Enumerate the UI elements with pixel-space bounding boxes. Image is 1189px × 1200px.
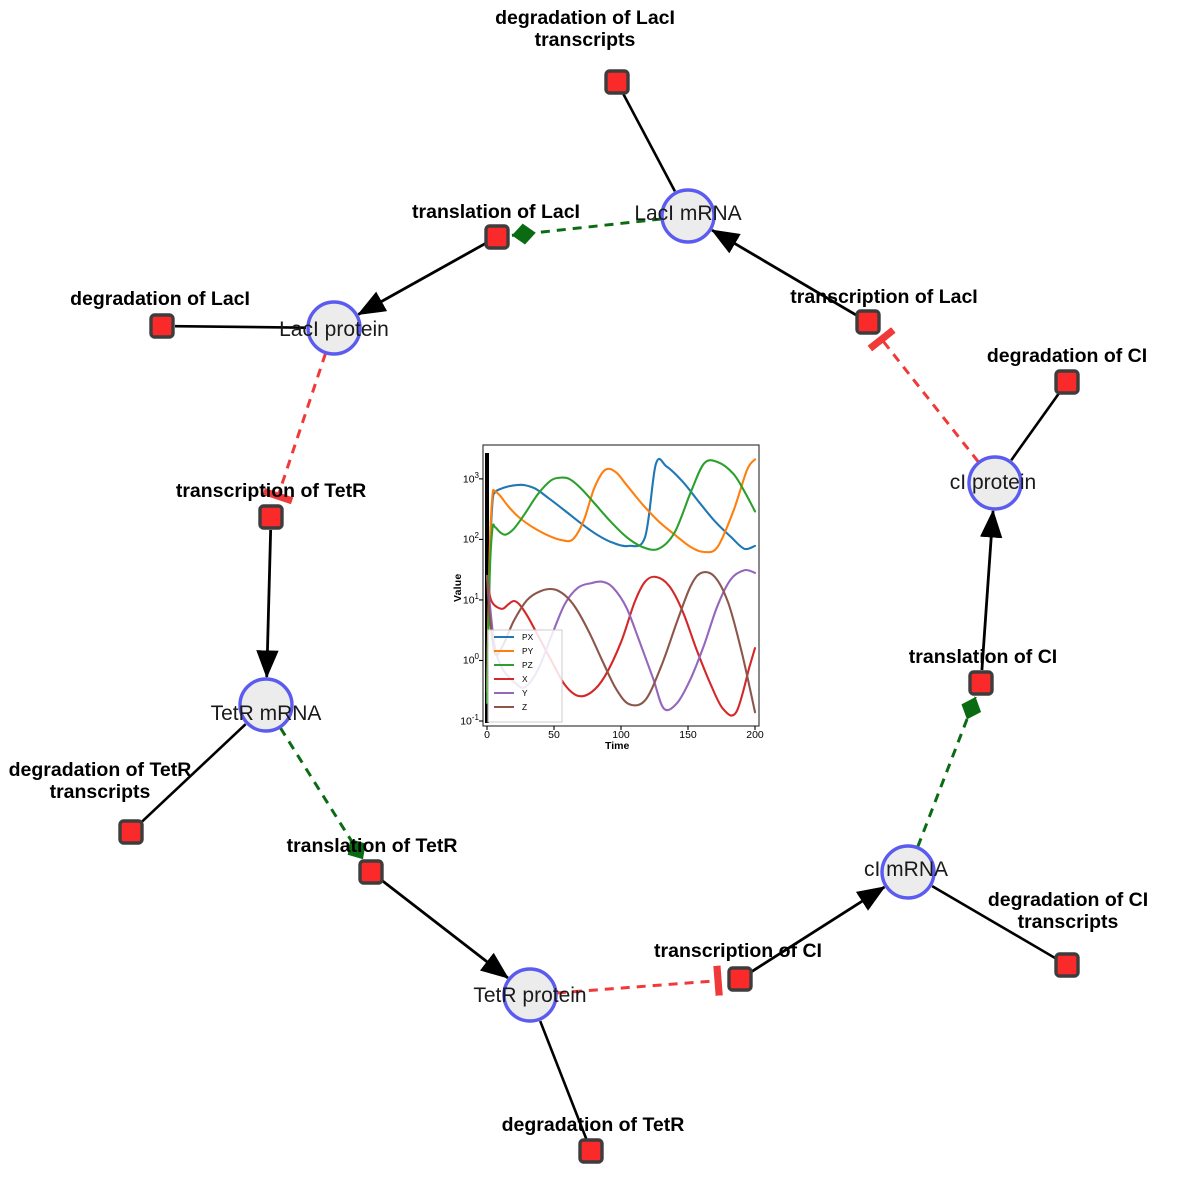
reaction-label-translation_of_laci: translation of LacI bbox=[412, 201, 580, 224]
reaction-label-deg_tetr: degradation of TetR bbox=[501, 1114, 685, 1137]
reaction-node-deg_laci_transcripts[interactable] bbox=[604, 69, 630, 95]
edge-inhibition bbox=[262, 353, 327, 505]
edge-production bbox=[380, 878, 509, 979]
edge-production bbox=[256, 529, 279, 679]
chart-y-tick-label: 103 bbox=[462, 470, 479, 486]
reaction-label-translation_of_ci: translation of CI bbox=[908, 646, 1058, 669]
species-node-ci_protein[interactable] bbox=[967, 455, 1023, 511]
edge-plain bbox=[139, 723, 247, 825]
chart-x-tick-label: 200 bbox=[746, 729, 764, 741]
edge-inhibition bbox=[556, 965, 723, 996]
edge-plain bbox=[931, 885, 1057, 960]
chart-x-tick-label: 150 bbox=[679, 729, 697, 741]
edge-activation bbox=[916, 696, 982, 848]
edges-group bbox=[139, 92, 1061, 1140]
edge-production bbox=[750, 885, 886, 974]
reaction-node-transcription_of_laci[interactable] bbox=[855, 309, 881, 335]
edge-plain bbox=[174, 324, 307, 329]
chart-x-tick-label: 50 bbox=[548, 729, 560, 741]
reaction-label-transcription_of_laci: transcription of LacI bbox=[790, 286, 978, 309]
reaction-label-deg_ci_transcripts: degradation of CI transcripts bbox=[987, 889, 1149, 933]
reaction-node-deg_laci[interactable] bbox=[149, 313, 175, 339]
reaction-node-transcription_of_tetr[interactable] bbox=[258, 504, 284, 530]
legend-label-PY: PY bbox=[522, 646, 534, 656]
reaction-node-translation_of_laci[interactable] bbox=[484, 224, 510, 250]
x-tick-marks bbox=[486, 726, 756, 730]
edge-production bbox=[980, 509, 1003, 671]
chart-series-PX bbox=[485, 457, 757, 694]
chart-y-tick-label: 10-1 bbox=[460, 713, 479, 728]
chart-series-layer bbox=[485, 457, 757, 717]
species-node-laci_protein[interactable] bbox=[306, 300, 362, 356]
chart-x-tick-label: 100 bbox=[612, 729, 630, 741]
legend-label-PX: PX bbox=[522, 632, 534, 642]
chart-series-PY bbox=[485, 458, 757, 694]
y-tick-marks bbox=[479, 478, 483, 722]
reaction-label-deg_laci_transcripts: degradation of LacI transcripts bbox=[495, 7, 675, 51]
legend-label-X: X bbox=[522, 674, 528, 684]
legend-label-PZ: PZ bbox=[522, 660, 533, 670]
chart-series-Z bbox=[485, 571, 757, 714]
chart-series-PZ bbox=[485, 459, 757, 704]
legend-label-Y: Y bbox=[522, 688, 528, 698]
chart-plot-svg: PX PY PZ XYZ bbox=[479, 444, 760, 730]
reaction-node-transcription_of_ci[interactable] bbox=[727, 966, 753, 992]
edge-plain bbox=[1010, 391, 1061, 461]
reaction-node-translation_of_ci[interactable] bbox=[968, 670, 994, 696]
chart-x-tick-label: 0 bbox=[484, 729, 490, 741]
species-node-laci_mrna[interactable] bbox=[660, 188, 716, 244]
reaction-node-deg_tetr[interactable] bbox=[578, 1138, 604, 1164]
legend-label-Z: Z bbox=[522, 702, 527, 712]
species-node-tetr_protein[interactable] bbox=[502, 967, 558, 1023]
reaction-label-deg_laci: degradation of LacI bbox=[70, 288, 250, 311]
reaction-node-deg_tetr_transcripts[interactable] bbox=[118, 819, 144, 845]
reaction-label-deg_tetr_transcripts: degradation of TetR transcripts bbox=[8, 759, 192, 803]
edge-production bbox=[357, 242, 487, 316]
edge-plain bbox=[621, 92, 677, 192]
reaction-node-deg_ci[interactable] bbox=[1054, 369, 1080, 395]
edge-activation bbox=[279, 727, 366, 861]
chart-y-tick-label: 102 bbox=[462, 531, 479, 546]
chart-y-tick-label: 100 bbox=[462, 652, 479, 667]
nodes-group bbox=[118, 69, 1080, 1164]
edge-production bbox=[710, 229, 858, 317]
edge-inhibition bbox=[867, 327, 980, 463]
chart-legend-layer: PX PY PZ XYZ bbox=[494, 632, 534, 712]
reaction-label-translation_of_tetr: translation of TetR bbox=[286, 835, 458, 858]
chart-x-axis-label: Time bbox=[605, 740, 630, 752]
reaction-label-transcription_of_ci: transcription of CI bbox=[654, 940, 822, 963]
chart-series-X bbox=[485, 574, 757, 717]
species-node-ci_mrna[interactable] bbox=[880, 844, 936, 900]
species-node-tetr_mrna[interactable] bbox=[238, 677, 294, 733]
edge-plain bbox=[538, 1020, 588, 1140]
timecourse-chart-inset: PX PY PZ X Y Z Value Time 10-1 100 101 102 103 0 50 10… bbox=[438, 437, 766, 755]
reaction-node-translation_of_tetr[interactable] bbox=[358, 859, 384, 885]
reaction-label-deg_ci: degradation of CI bbox=[986, 345, 1148, 368]
chart-y-tick-label: 101 bbox=[462, 591, 479, 607]
reaction-label-transcription_of_tetr: transcription of TetR bbox=[175, 480, 367, 503]
reaction-node-deg_ci_transcripts[interactable] bbox=[1054, 952, 1080, 978]
